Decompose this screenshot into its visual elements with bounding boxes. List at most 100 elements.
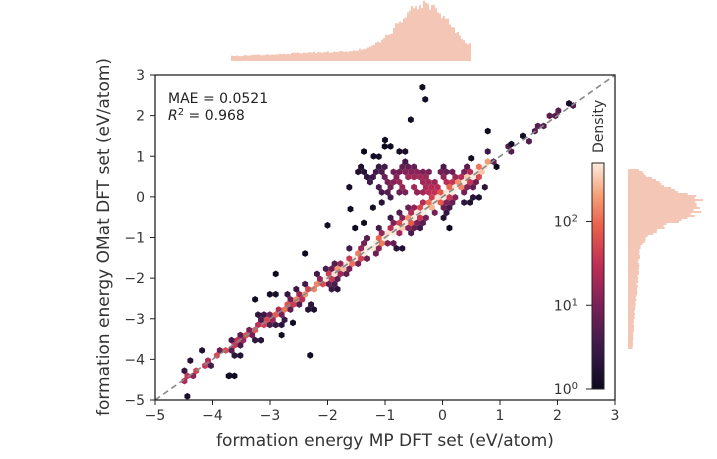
- hexbin-cell: [431, 188, 438, 196]
- hexbin-cell: [340, 265, 347, 273]
- x-tick-label: 0: [438, 408, 447, 424]
- hexbin-cell: [278, 321, 285, 329]
- hexbin-cell: [484, 148, 491, 155]
- hexbin-cell: [199, 347, 206, 354]
- hexbin-cell: [302, 250, 309, 257]
- hexbin-cell: [216, 347, 223, 354]
- hexbin-cell: [231, 352, 238, 359]
- hexbin-cell: [420, 168, 426, 176]
- hexbin-outlier: [508, 140, 515, 148]
- hexbin-cell: [372, 250, 379, 257]
- y-tick-label: −4: [124, 352, 145, 368]
- hexbin-cell: [358, 255, 365, 262]
- hexbin-outlier: [566, 100, 572, 107]
- hexbin-cell: [281, 316, 288, 324]
- hexbin-cell: [481, 183, 488, 191]
- hexbin-cell: [417, 224, 423, 232]
- hexbin-cell: [378, 168, 385, 176]
- hexbin-cell: [293, 285, 300, 293]
- hexbin-cell: [402, 188, 409, 196]
- hexbin-cell: [246, 326, 253, 334]
- hexbin-outlier: [290, 319, 296, 327]
- hexbin-cell: [402, 168, 409, 176]
- hexbin-outlier: [520, 132, 526, 140]
- hexbin-cell: [364, 173, 370, 181]
- r2-value: = 0.968: [184, 108, 245, 124]
- x-tick-label: −5: [145, 408, 166, 424]
- hexbin-cell: [387, 214, 394, 222]
- hexbin-cell: [252, 336, 259, 344]
- hexbin-cell: [437, 168, 444, 176]
- colorbar-tick-label: 101: [554, 297, 578, 315]
- hexbin-cell: [237, 331, 244, 339]
- hexbin-cell: [375, 224, 382, 232]
- hexbin-cell: [316, 275, 323, 283]
- hexbin-cell: [187, 357, 194, 364]
- hexbin-cell: [278, 331, 285, 339]
- hexbin-cell: [526, 137, 532, 145]
- x-tick-label: −1: [375, 408, 396, 424]
- hexbin-cell: [475, 173, 482, 181]
- hexbin-cell: [458, 173, 465, 181]
- hexbin-cell: [449, 168, 456, 176]
- hexbin-outlier: [226, 372, 233, 380]
- hexbin-cell: [375, 183, 382, 191]
- hexbin-cell: [396, 229, 403, 237]
- hexbin-cell: [343, 270, 350, 278]
- hexbin-cell: [387, 194, 394, 201]
- hexbin-cell: [422, 183, 429, 191]
- hexbin-cell: [325, 280, 332, 288]
- hexbin-cell: [278, 311, 285, 319]
- hexbin-cell: [378, 188, 385, 196]
- hexbin-cell: [470, 183, 476, 191]
- hexbin-cell: [420, 199, 426, 206]
- hexbin-cell: [231, 341, 238, 349]
- hexbin-cell: [449, 199, 456, 206]
- hexbin-cell: [493, 163, 500, 171]
- hexbin-cell: [228, 347, 235, 354]
- hexbin-cell: [411, 163, 418, 171]
- hexbin-cell: [381, 163, 388, 171]
- hexbin-cell: [440, 173, 447, 181]
- hexbin-cell: [375, 153, 382, 160]
- hexbin-cell: [446, 183, 453, 191]
- hexbin-cell: [311, 306, 317, 313]
- hexbin-cell: [467, 199, 473, 206]
- hexbin-outlier: [307, 351, 314, 359]
- hexbin-cell: [440, 214, 447, 222]
- hexbin-cell: [305, 306, 312, 313]
- hexbin-cell: [258, 316, 264, 324]
- hexbin-cell: [375, 245, 382, 252]
- hexbin-cell: [228, 336, 235, 344]
- hexbin-cell: [417, 204, 423, 211]
- hexbin-cells: [181, 83, 577, 400]
- parity-line: [155, 75, 615, 400]
- r2-exponent: 2: [178, 107, 184, 118]
- hexbin-cell: [337, 260, 344, 268]
- hexbin-cell: [411, 173, 418, 181]
- hexbin-cell: [390, 219, 397, 227]
- hexbin-cell: [237, 352, 244, 359]
- y-tick-label: −2: [124, 271, 145, 287]
- hexbin-cell: [390, 178, 397, 186]
- colorbar-tick-label: 102: [554, 213, 578, 231]
- colorbar-gradient: [591, 162, 605, 390]
- hexbin-cell: [284, 290, 291, 298]
- hexbin-cell: [331, 260, 338, 268]
- hexbin-cell: [414, 188, 420, 196]
- hexbin-cell: [308, 301, 314, 308]
- hexbin-cell: [411, 224, 418, 232]
- hexbin-cell: [361, 168, 367, 176]
- hexbin-cell: [393, 245, 400, 252]
- hexbin-cell: [443, 178, 450, 186]
- hexbin-cell: [390, 168, 397, 176]
- hexbin-cell: [378, 199, 385, 206]
- hexbin-cell: [399, 183, 406, 191]
- hexbin-cell: [346, 265, 353, 273]
- hexbin-cell: [461, 188, 468, 196]
- hexbin-outlier: [407, 116, 414, 124]
- hexbin-cell: [361, 250, 367, 257]
- hexbin-cell: [266, 311, 273, 319]
- x-tick-label: −2: [317, 408, 338, 424]
